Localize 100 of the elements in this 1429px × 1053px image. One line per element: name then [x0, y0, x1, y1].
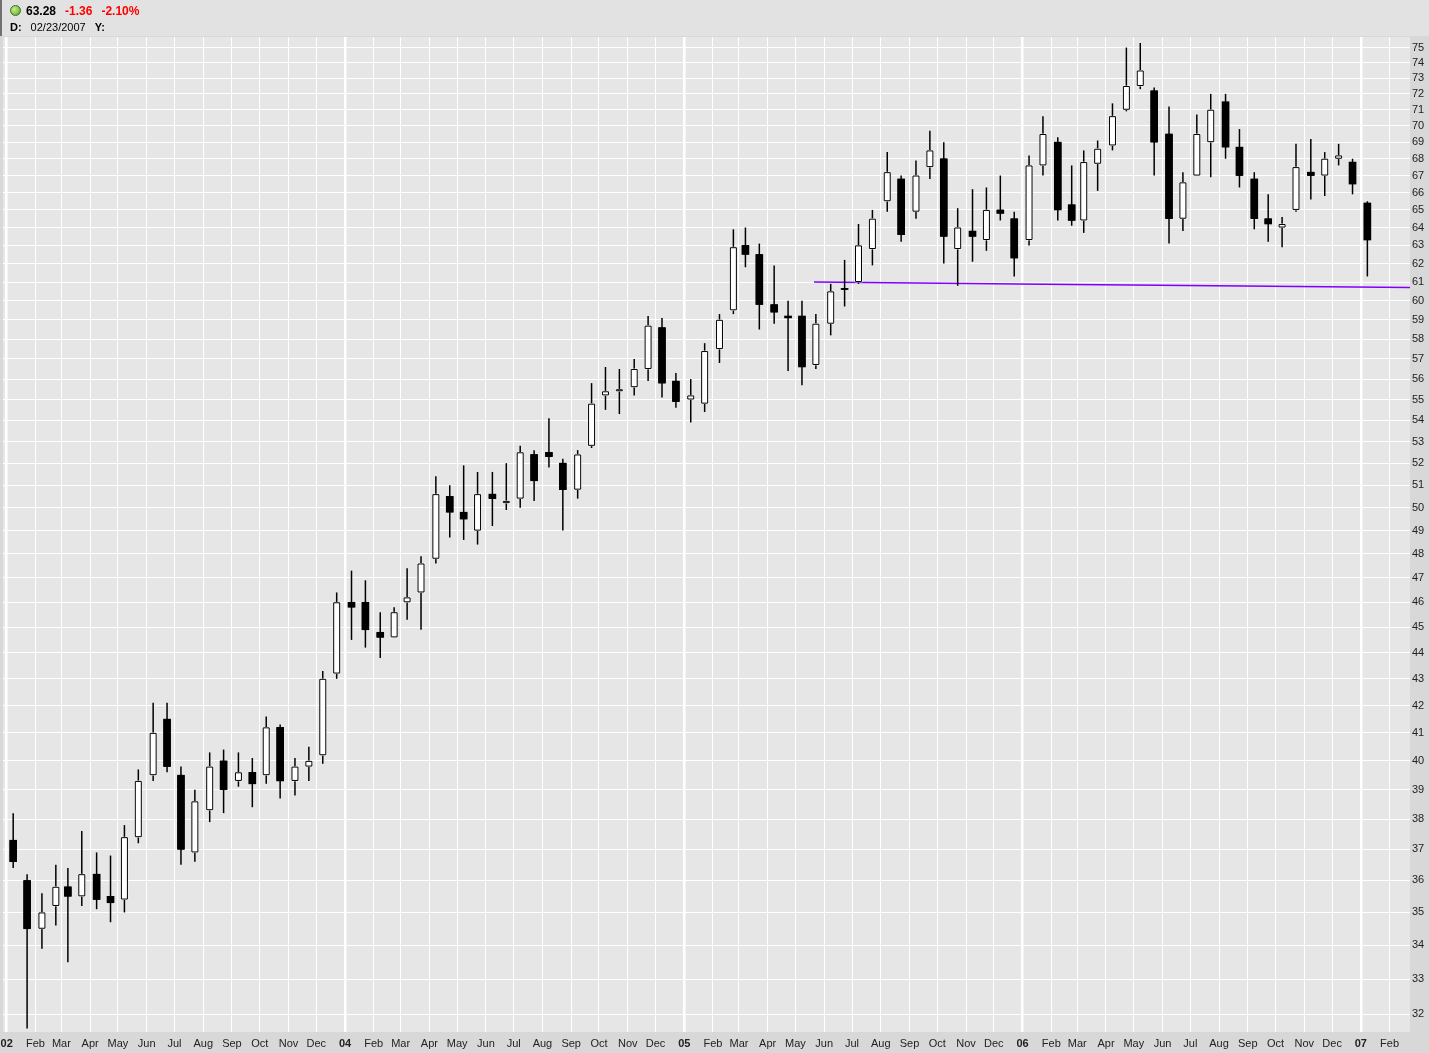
y-tick-label: 74 [1412, 55, 1425, 68]
y-tick-label: 75 [1412, 40, 1425, 53]
y-tick-label: 51 [1412, 478, 1425, 491]
x-tick-label: 07 [1354, 1036, 1367, 1049]
x-tick-label: Dec [645, 1036, 666, 1049]
candlestick [530, 449, 538, 502]
x-tick-label: Oct [251, 1036, 269, 1049]
y-tick-label: 53 [1412, 434, 1425, 447]
x-tick-label: Dec [306, 1036, 327, 1049]
x-tick-label: Oct [1267, 1036, 1285, 1049]
x-tick-label: May [1123, 1036, 1145, 1049]
x-tick-label: Nov [617, 1036, 638, 1049]
candlestick [1306, 138, 1315, 201]
y-tick-label: 62 [1412, 256, 1425, 269]
x-tick-label: Jun [137, 1036, 156, 1049]
x-tick-label: Sep [222, 1036, 242, 1049]
y-tick-label: 46 [1412, 595, 1425, 608]
x-tick-label: Nov [956, 1036, 977, 1049]
candlestick [9, 812, 18, 869]
x-tick-label: Jul [506, 1036, 521, 1049]
candlestick [1348, 157, 1357, 196]
x-tick-label: Feb [25, 1036, 45, 1049]
candlestick [545, 417, 553, 469]
candlestick [1067, 164, 1076, 227]
candlestick [459, 464, 468, 541]
y-tick-label: 52 [1412, 456, 1425, 469]
y-tick-label: 43 [1412, 671, 1425, 684]
candlestick [376, 611, 385, 659]
x-tick-label: Oct [590, 1036, 608, 1049]
candlestick [248, 757, 257, 808]
y-tick-label: 73 [1412, 71, 1425, 84]
x-tick-label: May [107, 1036, 129, 1049]
x-tick-label: Nov [1294, 1036, 1315, 1049]
x-tick-label: Feb [1380, 1036, 1400, 1049]
x-tick-label: Jul [844, 1036, 860, 1049]
y-tick-label: 34 [1412, 938, 1425, 951]
candlestick [968, 188, 977, 263]
x-tick-label: Feb [1041, 1036, 1061, 1049]
text: 63.28 [26, 3, 57, 18]
candlestick [840, 259, 849, 308]
y-tick-label: 58 [1412, 332, 1425, 345]
candlestick [672, 372, 680, 409]
x-tick-label: Jun [815, 1036, 834, 1049]
candlestick [64, 867, 72, 963]
y-tick-label: 54 [1412, 413, 1425, 426]
x-tick-label: 06 [1016, 1036, 1029, 1049]
candlestick [445, 484, 454, 539]
x-tick-label: Oct [928, 1036, 946, 1049]
y-tick-label: 60 [1412, 293, 1425, 306]
y-tick-label: 68 [1412, 151, 1425, 164]
x-tick-label: Sep [1238, 1036, 1258, 1049]
y-tick-label: 65 [1412, 202, 1425, 215]
x-tick-label: Apr [759, 1036, 777, 1049]
y-tick-label: 47 [1412, 570, 1425, 583]
x-tick-label: Feb [364, 1036, 384, 1049]
x-tick-label: Mar [1067, 1036, 1088, 1049]
y-tick-label: 55 [1412, 392, 1425, 405]
y-tick-label: 72 [1412, 86, 1425, 99]
y-tick-label: 69 [1412, 135, 1425, 148]
candlestick [106, 854, 115, 923]
y-tick-label: 45 [1412, 620, 1425, 633]
x-tick-label: Mar [51, 1036, 72, 1049]
y-tick-label: 38 [1412, 812, 1425, 825]
y-tick-label: 36 [1412, 873, 1425, 886]
x-tick-label: Nov [278, 1036, 299, 1049]
candlestick [1165, 105, 1173, 245]
y-tick-label: 64 [1412, 220, 1425, 233]
y-tick-label: 61 [1412, 275, 1425, 288]
x-tick-label: Apr [420, 1036, 439, 1049]
text: -2.10% [101, 3, 140, 18]
y-tick-label: 44 [1412, 645, 1425, 658]
candlestick [1264, 193, 1273, 243]
x-tick-label: Feb [703, 1036, 723, 1049]
x-tick-label: Jun [477, 1036, 495, 1049]
candlestick [163, 702, 171, 774]
y-tick-label: 42 [1412, 698, 1425, 711]
text: -1.36 [65, 3, 93, 18]
candlestick [347, 569, 356, 641]
x-tick-label: 05 [678, 1036, 691, 1049]
y-tick-label: 63 [1412, 238, 1425, 251]
x-tick-label: Mar [729, 1036, 749, 1049]
y-tick-label: 56 [1412, 372, 1425, 385]
y-tick-label: 35 [1412, 905, 1425, 918]
candlestick [177, 765, 185, 866]
x-tick-label: Dec [1322, 1036, 1343, 1049]
x-tick-label: Mar [391, 1036, 411, 1049]
y-tick-label: 66 [1412, 185, 1425, 198]
x-tick-label: Jul [1183, 1036, 1198, 1049]
x-tick-label: Jul [167, 1036, 182, 1049]
x-tick-label: Jun [1153, 1036, 1172, 1049]
candlestick [798, 300, 806, 386]
x-tick-label: Sep [899, 1036, 920, 1049]
text: 02/23/2007 [30, 20, 86, 33]
x-tick-label: Sep [561, 1036, 581, 1049]
candlestick [23, 873, 31, 1030]
y-tick-label: 49 [1412, 523, 1425, 536]
y-tick-label: 33 [1412, 972, 1425, 985]
candlestick [784, 300, 792, 372]
y-tick-label: 59 [1412, 312, 1425, 325]
candlestick [897, 174, 905, 243]
